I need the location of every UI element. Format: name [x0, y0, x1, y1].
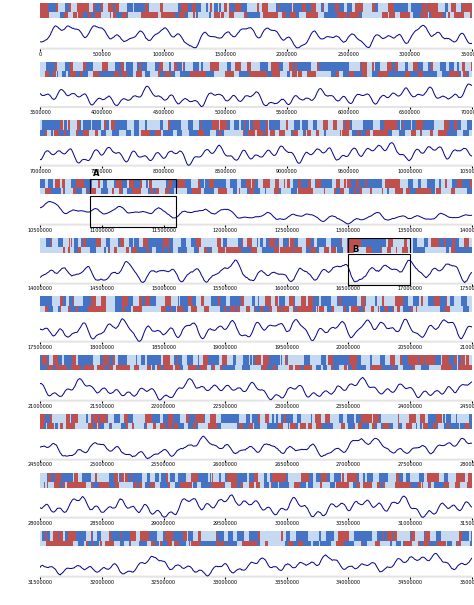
Bar: [348, 255, 410, 286]
Text: A: A: [93, 169, 100, 178]
Bar: [90, 196, 176, 227]
Text: B: B: [352, 246, 358, 255]
Bar: [90, 179, 176, 198]
Bar: [348, 238, 410, 257]
